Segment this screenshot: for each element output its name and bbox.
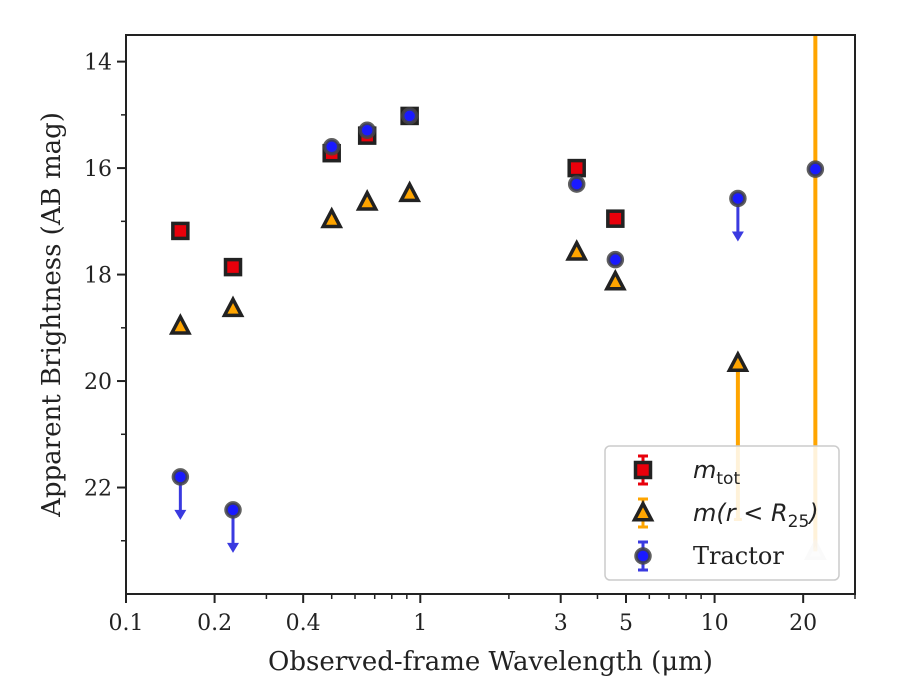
data-point <box>224 501 242 519</box>
data-point <box>171 221 190 241</box>
x-tick-label: 0.4 <box>286 611 321 636</box>
data-point <box>320 206 344 229</box>
data-point <box>606 250 625 269</box>
x-tick-label: 3 <box>554 611 568 636</box>
plot-frame <box>125 34 856 595</box>
legend-marker <box>634 547 652 565</box>
data-point <box>168 313 192 335</box>
data-point <box>603 268 627 291</box>
y-tick-label: 18 <box>84 264 112 289</box>
data-point <box>606 209 625 228</box>
legend-marker <box>633 460 653 480</box>
x-tick-label: 5 <box>619 611 633 636</box>
upper-limit-arrowhead <box>731 231 744 242</box>
data-point <box>398 180 422 203</box>
legend-box <box>604 445 840 581</box>
x-tick-label: 1 <box>413 611 427 636</box>
legend: mtot m(r < R25) Tractor <box>604 445 840 581</box>
data-point <box>221 295 245 318</box>
data-point <box>806 160 825 178</box>
legend-marker <box>631 499 655 522</box>
x-tick-label: 20 <box>789 611 817 636</box>
x-tick-label: 0.1 <box>109 611 144 636</box>
x-tick-label: 0.2 <box>197 611 232 636</box>
upper-limit-arrowhead <box>227 542 240 553</box>
data-point <box>567 175 586 193</box>
data-point <box>355 189 379 211</box>
y-axis-label: Apparent Brightness (AB mag) <box>37 112 67 518</box>
data-point <box>322 138 341 156</box>
data-point <box>223 257 243 277</box>
legend-label: m(r < R25) <box>693 499 819 532</box>
legend-label: mtot <box>693 456 740 489</box>
data-point <box>729 189 747 208</box>
legend-label: Tractor <box>693 542 784 570</box>
x-tick-label: 10 <box>701 611 729 636</box>
y-tick-label: 14 <box>84 51 112 76</box>
data-point <box>565 239 589 261</box>
y-tick-label: 22 <box>84 477 112 502</box>
data-point <box>171 468 190 486</box>
data-point <box>358 121 376 140</box>
data-point <box>400 107 419 125</box>
data-point <box>567 158 586 178</box>
y-tick-label: 16 <box>84 157 112 182</box>
y-tick-label: 20 <box>84 370 112 395</box>
data-point <box>726 350 750 373</box>
upper-limit-arrowhead <box>174 509 187 520</box>
x-axis-label: Observed-frame Wavelength (μm) <box>268 647 713 677</box>
plot-marks <box>168 35 827 560</box>
axes: 0.1 0.2 0.4 1 3 5 10 20 14 16 18 20 22 Observed-frame… <box>37 34 856 677</box>
